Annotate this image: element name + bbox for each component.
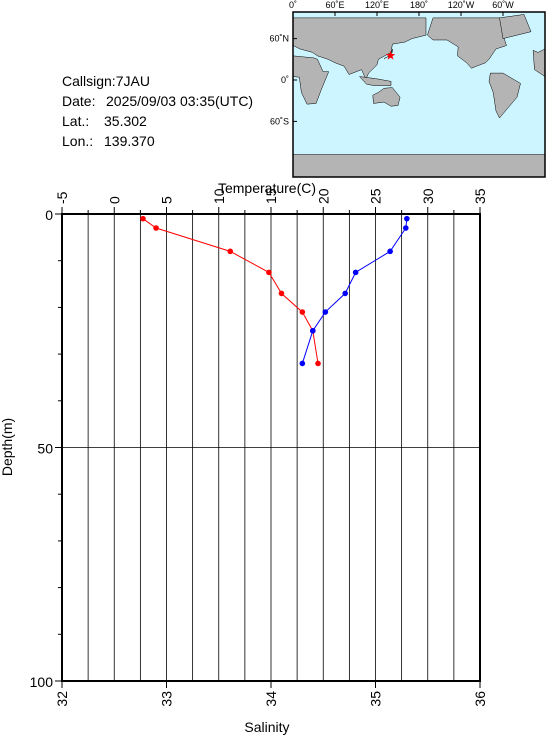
date-label: Date:	[62, 93, 95, 109]
y-axis-title: Depth(m)	[0, 418, 15, 476]
x-tick-label: 33	[159, 691, 175, 707]
map-lon-label: 60˚W	[492, 0, 514, 10]
map-lat-label: 60˚S	[270, 116, 289, 126]
x2-tick-label: 20	[315, 188, 331, 204]
profile-point	[404, 215, 410, 222]
map-lon-label: 120˚W	[448, 0, 475, 10]
profile-point	[387, 248, 393, 255]
profile-point	[227, 248, 234, 255]
land	[532, 48, 545, 77]
x2-tick-label: 0	[106, 196, 122, 204]
land	[499, 14, 532, 39]
x2-tick-label: 25	[368, 188, 384, 204]
profile-point	[352, 269, 359, 276]
map-lon-label: 60˚E	[325, 0, 344, 10]
land	[293, 154, 545, 177]
x2-tick-label: 15	[263, 188, 279, 204]
x-tick-label: 34	[263, 691, 279, 707]
profile-point	[140, 215, 146, 222]
profile-point	[315, 360, 321, 367]
land	[358, 76, 392, 86]
map-lon-label: 0˚	[289, 0, 297, 10]
profile-point	[299, 360, 306, 367]
y-tick-label: 0	[45, 207, 53, 223]
x-tick-label: 36	[472, 691, 488, 707]
callsign: Callsign:7JAU	[62, 73, 150, 89]
lon-label: Lon.:	[62, 133, 93, 149]
x-tick-label: 35	[368, 691, 384, 707]
profile-point	[322, 309, 329, 315]
profile-point	[342, 290, 348, 297]
x2-tick-label: 30	[420, 188, 436, 204]
profile-point	[403, 225, 409, 231]
map-lat-label: 0˚	[281, 75, 289, 85]
lon: 139.370	[104, 133, 155, 149]
profile-line	[142, 218, 319, 364]
x2-tick-label: -5	[54, 191, 70, 204]
x2-tick-label: 35	[472, 188, 488, 204]
profile-point	[299, 309, 306, 315]
map	[292, 11, 546, 178]
profile-point	[266, 269, 272, 276]
y-tick-label: 100	[30, 674, 54, 690]
map-land	[293, 14, 545, 177]
map-lon-label: 180˚	[410, 0, 428, 10]
x2-axis-title: Temperature(C)	[218, 180, 316, 196]
ship-position	[385, 50, 396, 60]
y-tick-label: 50	[37, 441, 53, 457]
lat: 35.302	[104, 113, 147, 129]
map-lon-label: 120˚E	[365, 0, 389, 10]
map-lat-label: 60˚N	[269, 34, 289, 44]
profile-point	[278, 290, 285, 297]
lat-label: Lat.:	[62, 113, 89, 129]
date: 2025/09/03 03:35(UTC)	[106, 93, 253, 109]
land	[293, 55, 330, 105]
x-axis-title: Salinity	[244, 719, 289, 735]
land	[293, 17, 427, 80]
profile-point	[153, 225, 159, 231]
profile-line	[301, 218, 408, 364]
x-tick-label: 32	[54, 691, 70, 707]
x2-tick-label: 10	[211, 188, 227, 204]
x2-tick-label: 5	[159, 196, 175, 204]
land	[372, 87, 401, 107]
land	[488, 72, 521, 119]
profile-point	[310, 327, 316, 334]
